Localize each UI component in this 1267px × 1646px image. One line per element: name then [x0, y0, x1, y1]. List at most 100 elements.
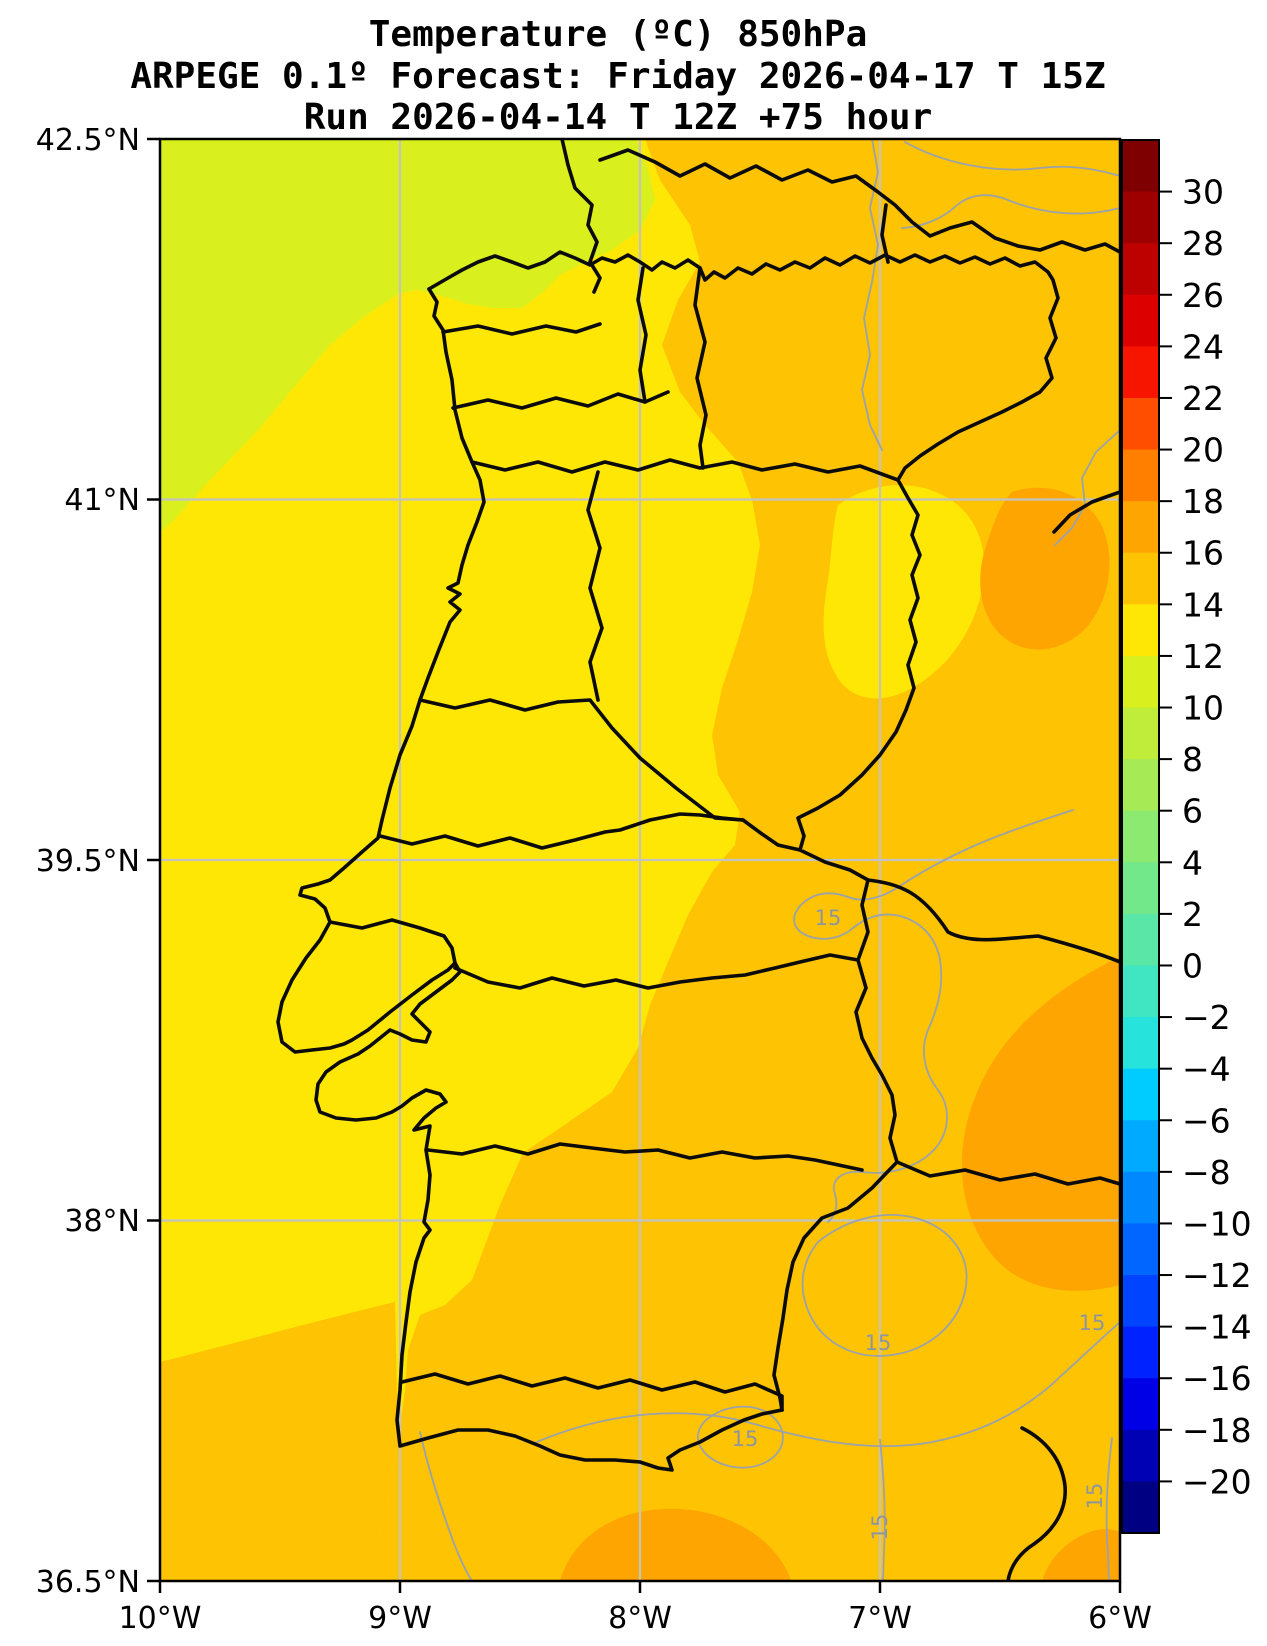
colorbar-segment [1122, 1378, 1159, 1431]
colorbar-segment [1122, 759, 1159, 812]
colorbar-tick-label: 2 [1182, 895, 1203, 934]
colorbar-tick-label: 12 [1182, 637, 1224, 676]
band-16-18-east [980, 487, 1110, 650]
colorbar-tick-label: −10 [1182, 1204, 1252, 1243]
contour-label-15: 15 [1083, 1483, 1107, 1510]
colorbar-tick-label: 4 [1182, 843, 1203, 882]
colorbar-segment [1122, 810, 1159, 863]
colorbar-segment [1122, 397, 1159, 451]
colorbar-tick-label: 16 [1182, 534, 1224, 573]
y-tick-label: 36.5°N [36, 1565, 140, 1600]
y-tick-label: 38°N [64, 1204, 140, 1239]
spain-region-border [866, 878, 1120, 964]
colorbar-segment [1122, 140, 1159, 193]
band-14-16-southwest [160, 1302, 398, 1581]
colorbar-segment [1122, 191, 1159, 244]
colorbar-tick-label: −4 [1182, 1050, 1231, 1089]
x-tick-label: 8°W [608, 1601, 672, 1636]
country-border [427, 250, 1060, 1412]
colorbar-segment [1122, 1223, 1159, 1276]
contour-label-15: 15 [732, 1427, 759, 1451]
colorbar-segment [1122, 604, 1159, 657]
spain-region-border [1052, 490, 1120, 534]
band-10-12 [160, 139, 655, 532]
coastline [276, 287, 784, 1472]
spain-region-border [1006, 1426, 1067, 1581]
district-line [451, 390, 670, 410]
band-16-18-corner [1042, 1528, 1120, 1581]
colorbar-segment [1122, 552, 1159, 605]
y-tick-label: 39.5°N [36, 844, 140, 879]
forecast-subtitle: ARPEGE 0.1º Forecast: Friday 2026-04-17 … [130, 56, 1105, 97]
x-tick-label: 7°W [848, 1601, 912, 1636]
colorbar-tick-label: −16 [1182, 1359, 1252, 1398]
spain-region-border [560, 139, 602, 294]
colorbar-tick-label: 14 [1182, 585, 1224, 624]
colorbar-segment [1122, 449, 1159, 502]
colorbar-tick-label: −2 [1182, 998, 1231, 1037]
contour-label-15: 15 [868, 1514, 892, 1541]
colorbar-segment [1122, 1017, 1159, 1070]
district-line [586, 470, 604, 702]
spain-region-border [895, 1160, 1120, 1186]
colorbar-segment [1122, 1326, 1159, 1379]
district-line [636, 266, 648, 404]
colorbar-tick-label: −6 [1182, 1101, 1231, 1140]
colorbar-segment [1122, 1068, 1159, 1121]
colorbar-segment [1122, 1275, 1159, 1328]
colorbar-tick-label: 24 [1182, 327, 1224, 366]
band-12-14-tongue [823, 485, 985, 699]
colorbar-tick-label: 6 [1182, 792, 1203, 831]
contour-label-15: 15 [815, 906, 842, 930]
district-line [693, 266, 708, 470]
colorbar-segment [1122, 501, 1159, 554]
colorbar-tick-label: −18 [1182, 1411, 1252, 1450]
map-area: 15 15 15 15 15 15 [160, 139, 1120, 1581]
district-line [441, 322, 602, 336]
x-tick-label: 6°W [1088, 1601, 1152, 1636]
longitude-axis: 10°W 9°W 8°W 7°W 6°W [119, 1581, 1152, 1636]
district-line [418, 698, 745, 822]
contour-label-15: 15 [1079, 1311, 1106, 1335]
colorbar-segment [1122, 1171, 1159, 1225]
colorbar-tick-label: 30 [1182, 173, 1224, 212]
colorbar-tick-label: −20 [1182, 1462, 1252, 1501]
colorbar-segment [1122, 243, 1159, 296]
colorbar-frame [1121, 139, 1160, 1534]
colorbar-segment [1122, 1429, 1159, 1482]
y-tick-label: 42.5°N [36, 123, 140, 158]
band-16-18-southeast [961, 957, 1120, 1291]
page-title: Temperature (ºC) 850hPa [369, 14, 868, 55]
band-16-18-south-coast [560, 1508, 791, 1581]
x-tick-label: 10°W [119, 1601, 202, 1636]
district-line [378, 812, 802, 852]
latitude-axis: 42.5°N 41°N 39.5°N 38°N 36.5°N [36, 123, 160, 1600]
colorbar-tick-label: −12 [1182, 1256, 1252, 1295]
colorbar-segment [1122, 294, 1159, 347]
colorbar-segment [1122, 1481, 1159, 1534]
colorbar-tick-label: −8 [1182, 1153, 1231, 1192]
district-line [426, 1142, 864, 1172]
district-line [400, 1372, 784, 1412]
contour-label-15: 15 [865, 1331, 892, 1355]
colorbar-tick-label: −14 [1182, 1308, 1252, 1347]
colorbar-segment [1122, 913, 1159, 967]
district-line [470, 458, 900, 482]
colorbar-segment [1122, 1120, 1159, 1173]
colorbar-tick-label: 28 [1182, 224, 1224, 263]
contour-labels: 15 15 15 15 15 15 [732, 906, 1107, 1540]
district-line [328, 918, 457, 965]
colorbar-segment [1122, 655, 1159, 709]
colorbar-segment [1122, 965, 1159, 1018]
colorbar-segment [1122, 707, 1159, 760]
colorbar-tick-label: 20 [1182, 431, 1224, 470]
colorbar-segment [1122, 346, 1159, 399]
district-line [453, 953, 860, 990]
colorbar-tick-label: 10 [1182, 689, 1224, 728]
boundaries [276, 139, 1120, 1581]
colorbar [1122, 140, 1159, 1534]
colorbar-tick-label: 22 [1182, 379, 1224, 418]
colorbar-tick-label: 8 [1182, 740, 1203, 779]
